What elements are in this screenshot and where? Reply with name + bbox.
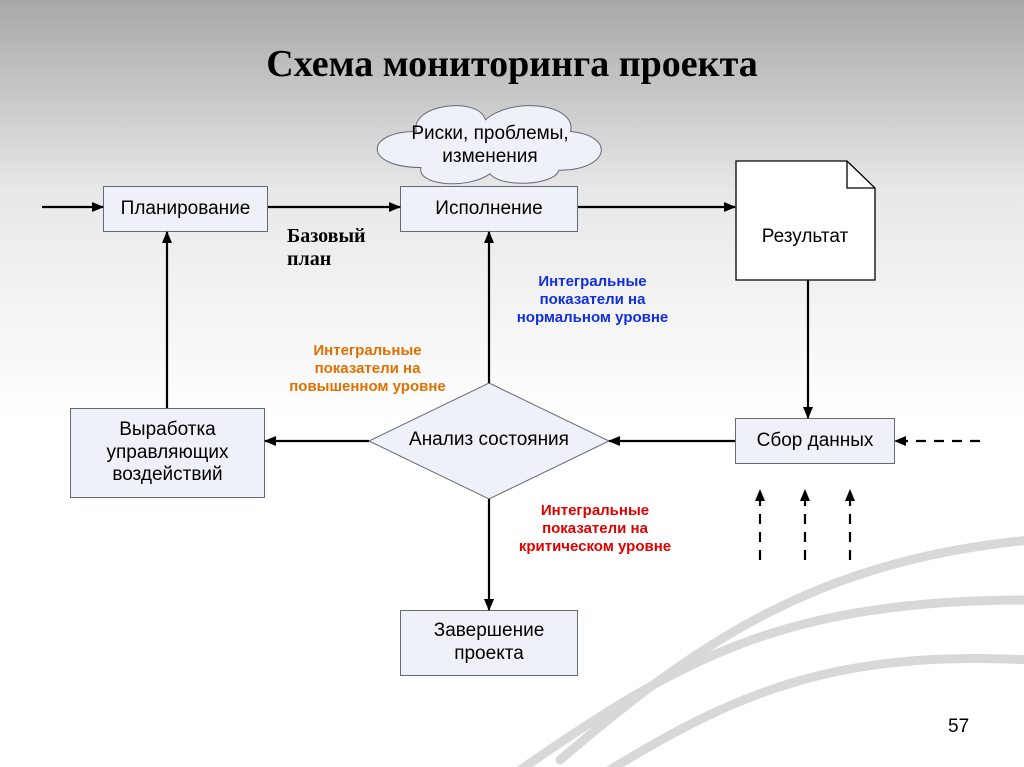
arrows-layer (0, 0, 1024, 767)
edge-label-baseplan: Базовыйплан (287, 225, 366, 271)
annotation-critical: Интегральные показатели на критическом у… (510, 502, 680, 556)
slide-number: 57 (948, 716, 969, 738)
annotation-high: Интегральные показатели на повышенном ур… (280, 342, 455, 396)
annotation-normal: Интегральные показатели на нормальном ур… (510, 273, 675, 327)
diagram-page: { "canvas": { "width": 1024, "height": 7… (0, 0, 1024, 767)
